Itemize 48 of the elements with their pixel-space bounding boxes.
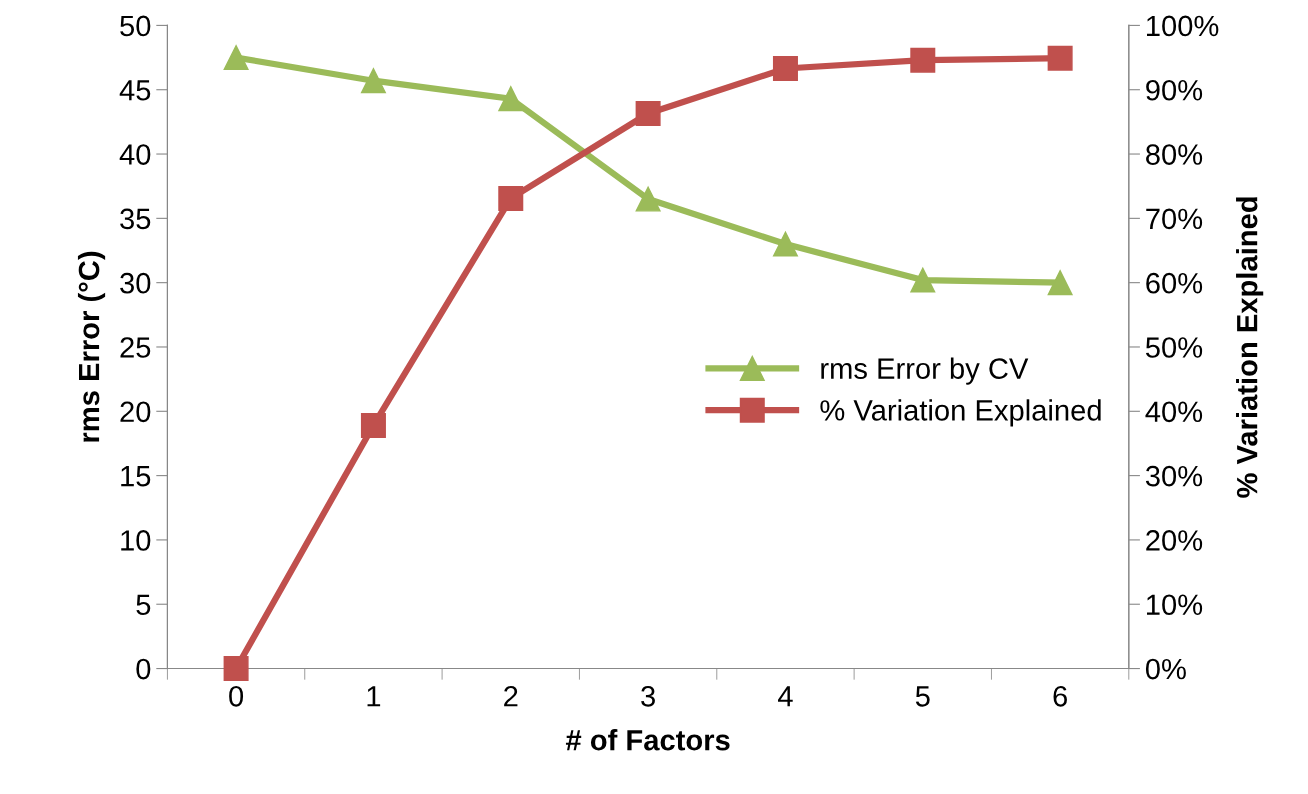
point — [910, 267, 936, 293]
y-tick-label: 45 — [119, 80, 151, 101]
point — [360, 68, 386, 94]
point — [635, 101, 661, 127]
point — [360, 412, 386, 438]
point — [1047, 45, 1073, 71]
y-tick-label: 0 — [136, 658, 151, 680]
point — [223, 656, 249, 682]
y2-tick-label: 40% — [1145, 401, 1203, 423]
point — [635, 186, 661, 212]
y-tick-label: 50 — [120, 15, 151, 37]
y2-tick-label: 60% — [1146, 272, 1203, 294]
y-tick-label: 10 — [121, 530, 151, 551]
point — [223, 45, 249, 71]
x-tick-label: 4 — [778, 686, 793, 707]
y2-tick-label: 80% — [1146, 144, 1203, 165]
y2-tick-label: 50% — [1145, 337, 1203, 358]
y-tick-label: 20 — [120, 401, 151, 423]
y2-tick-label: 0% — [1145, 658, 1186, 680]
y2-tick-label: 100% — [1147, 15, 1219, 37]
y2-axis-title: % Variation Explained — [1236, 197, 1264, 498]
point — [772, 55, 798, 81]
x-tick-label: 5 — [915, 686, 930, 707]
y-tick-label: 30 — [120, 272, 151, 294]
x-tick-label: 3 — [641, 685, 655, 707]
legend-label: rms Error by CV — [821, 357, 1029, 385]
y-tick-label: 15 — [121, 466, 151, 487]
x-axis-title: # of Factors — [565, 729, 730, 751]
y-tick-label: 35 — [120, 208, 151, 230]
x-tick-label: 6 — [1053, 685, 1067, 707]
point — [1047, 270, 1073, 296]
y-tick-label: 25 — [120, 337, 151, 358]
y2-tick-label: 90% — [1146, 79, 1203, 101]
y-axis-title: rms Error (°C) — [77, 251, 106, 442]
x-tick-label: 2 — [504, 685, 518, 707]
x-tick-label: 1 — [367, 686, 381, 707]
y2-tick-label: 20% — [1146, 530, 1203, 551]
point — [772, 231, 798, 257]
point — [498, 86, 524, 112]
legend-label: % Variation Explained — [820, 399, 1101, 427]
point — [498, 185, 524, 211]
y2-tick-label: 10% — [1147, 594, 1203, 616]
y2-tick-label: 70% — [1146, 208, 1203, 230]
y-tick-label: 40 — [119, 144, 151, 165]
y-tick-label: 5 — [136, 594, 151, 616]
y2-tick-label: 30% — [1145, 465, 1203, 487]
point — [910, 47, 936, 73]
x-tick-label: 0 — [229, 685, 244, 707]
